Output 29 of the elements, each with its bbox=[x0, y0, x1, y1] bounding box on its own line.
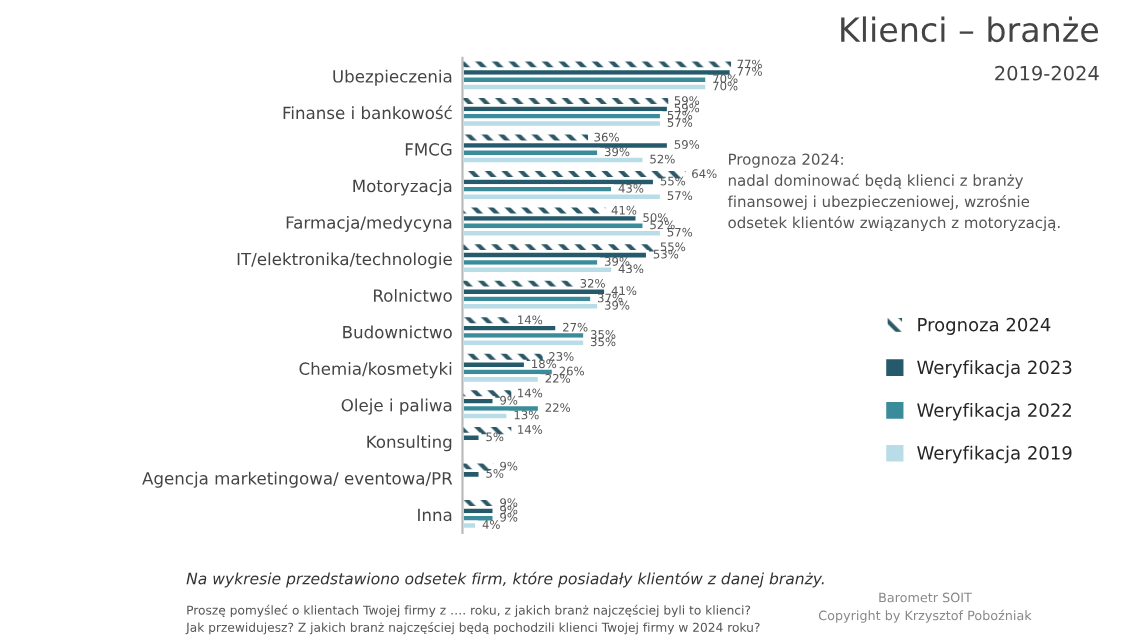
bar bbox=[462, 337, 586, 348]
y-tick-label: Konsulting bbox=[367, 435, 452, 452]
text: Klienci – branże bbox=[841, 16, 1099, 43]
y-tick-label: FMCG bbox=[405, 143, 452, 156]
y-tick-label: Oleje i paliwa bbox=[341, 398, 452, 415]
bar bbox=[462, 301, 600, 312]
legend-label: Weryfikacja 2022 bbox=[917, 402, 1071, 421]
y-tick-label: Finanse i bankowość bbox=[283, 105, 452, 120]
bar bbox=[462, 81, 709, 93]
legend-label: Weryfikacja 2023 bbox=[917, 360, 1072, 378]
bar bbox=[462, 118, 663, 129]
bar bbox=[462, 228, 663, 239]
y-tick-label: Ubezpieczenia bbox=[333, 69, 452, 86]
text: 2019-2024 bbox=[995, 65, 1099, 81]
bar bbox=[462, 264, 614, 275]
bar bbox=[462, 155, 646, 166]
y-tick-label: Motoryzacja bbox=[353, 179, 452, 196]
bar bbox=[462, 469, 482, 480]
y-tick-label: Agencja marketingowa/ eventowa/PR bbox=[142, 471, 453, 488]
bar bbox=[462, 191, 663, 202]
y-tick-label: Inna bbox=[418, 508, 452, 522]
y-tick-label: Budownictwo bbox=[343, 325, 452, 339]
y-tick-label: IT/elektronika/technologie bbox=[237, 252, 452, 269]
y-tick-label: Farmacja/medycyna bbox=[286, 215, 452, 233]
legend-label: Prognoza 2024 bbox=[918, 317, 1051, 335]
y-tick-label: Rolnictwo bbox=[374, 288, 452, 302]
legend-label: Weryfikacja 2019 bbox=[917, 445, 1072, 464]
bar bbox=[462, 432, 482, 443]
y-tick-label: Chemia/kosmetyki bbox=[299, 362, 452, 379]
